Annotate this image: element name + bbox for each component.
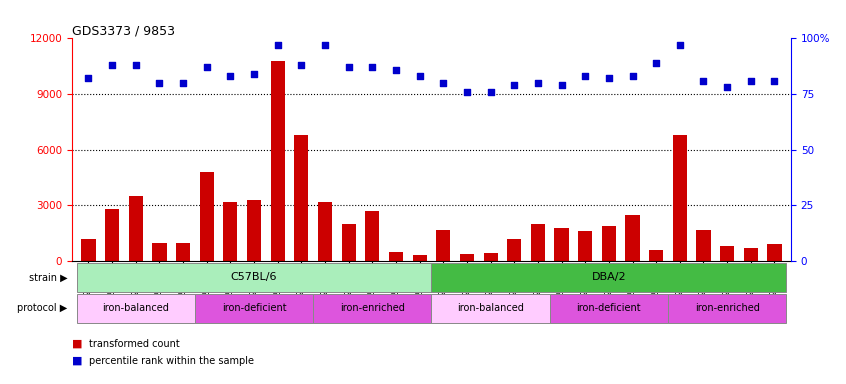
Bar xyxy=(507,239,521,261)
Bar xyxy=(625,215,640,261)
Point xyxy=(247,71,261,77)
Bar xyxy=(578,232,592,261)
Point xyxy=(437,80,450,86)
Point xyxy=(413,73,426,79)
Bar xyxy=(105,209,119,261)
Bar xyxy=(81,239,96,261)
Bar xyxy=(152,243,167,261)
Point xyxy=(484,89,497,95)
Point xyxy=(82,75,96,81)
Text: iron-balanced: iron-balanced xyxy=(457,303,524,313)
Bar xyxy=(200,172,214,261)
Point xyxy=(342,64,355,70)
Bar xyxy=(554,228,569,261)
Bar xyxy=(460,254,474,261)
Text: iron-deficient: iron-deficient xyxy=(577,303,641,313)
Point xyxy=(294,62,308,68)
Bar xyxy=(767,245,782,261)
Bar xyxy=(744,248,758,261)
Bar xyxy=(668,294,786,323)
Bar xyxy=(342,224,356,261)
Bar xyxy=(437,230,450,261)
Text: DBA/2: DBA/2 xyxy=(591,272,626,283)
Point xyxy=(579,73,592,79)
Bar xyxy=(530,224,545,261)
Text: iron-enriched: iron-enriched xyxy=(695,303,760,313)
Text: iron-enriched: iron-enriched xyxy=(340,303,404,313)
Text: GDS3373 / 9853: GDS3373 / 9853 xyxy=(72,24,175,37)
Bar xyxy=(247,200,261,261)
Text: iron-balanced: iron-balanced xyxy=(102,303,169,313)
Bar xyxy=(195,294,313,323)
Text: ■: ■ xyxy=(72,356,82,366)
Text: C57BL/6: C57BL/6 xyxy=(231,272,277,283)
Bar xyxy=(223,202,238,261)
Point xyxy=(650,60,663,66)
Bar xyxy=(673,135,687,261)
Point xyxy=(318,42,332,48)
Point xyxy=(626,73,640,79)
Bar xyxy=(176,243,190,261)
Bar xyxy=(77,294,195,323)
Bar xyxy=(389,252,403,261)
Text: protocol ▶: protocol ▶ xyxy=(18,303,68,313)
Point xyxy=(697,78,711,84)
Text: iron-deficient: iron-deficient xyxy=(222,303,286,313)
Point xyxy=(129,62,142,68)
Point xyxy=(673,42,687,48)
Text: percentile rank within the sample: percentile rank within the sample xyxy=(89,356,254,366)
Point xyxy=(531,80,545,86)
Point xyxy=(271,42,284,48)
Bar xyxy=(313,294,431,323)
Point xyxy=(508,82,521,88)
Bar xyxy=(294,135,309,261)
Point xyxy=(602,75,616,81)
Bar xyxy=(318,202,332,261)
Point xyxy=(767,78,781,84)
Bar xyxy=(431,263,786,292)
Point xyxy=(365,64,379,70)
Text: strain ▶: strain ▶ xyxy=(29,272,68,283)
Bar xyxy=(129,196,143,261)
Point xyxy=(721,84,734,91)
Text: transformed count: transformed count xyxy=(89,339,179,349)
Point xyxy=(223,73,237,79)
Point xyxy=(460,89,474,95)
Point xyxy=(106,62,119,68)
Point xyxy=(176,80,190,86)
Point xyxy=(200,64,213,70)
Bar xyxy=(649,250,663,261)
Point xyxy=(744,78,757,84)
Bar xyxy=(602,226,616,261)
Bar xyxy=(413,255,426,261)
Text: ■: ■ xyxy=(72,339,82,349)
Point xyxy=(555,82,569,88)
Bar xyxy=(550,294,668,323)
Bar xyxy=(696,230,711,261)
Bar xyxy=(484,253,497,261)
Point xyxy=(152,80,166,86)
Bar xyxy=(365,211,379,261)
Bar xyxy=(720,246,734,261)
Bar xyxy=(431,294,550,323)
Bar xyxy=(271,61,285,261)
Bar xyxy=(77,263,431,292)
Point xyxy=(389,66,403,73)
